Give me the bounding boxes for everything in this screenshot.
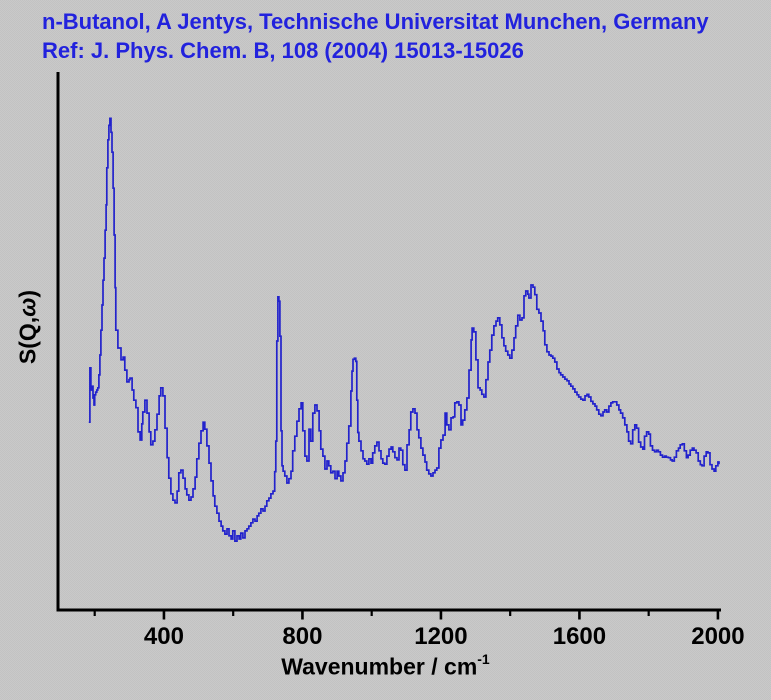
x-axis-label: Wavenumber / cm-1: [0, 651, 771, 681]
x-axis-label-text: Wavenumber / cm: [281, 653, 478, 680]
x-minor-ticks: [93, 610, 650, 616]
y-axis-label-suffix: ): [14, 289, 41, 298]
x-tick-labels: 400 800 1200 1600 2000: [144, 623, 745, 650]
y-axis-label: S(Q,ω): [15, 290, 42, 364]
x-tick-label: 800: [282, 623, 322, 650]
figure-title-line-2: Ref: J. Phys. Chem. B, 108 (2004) 15013-…: [42, 38, 524, 63]
y-axis-label-prefix: S(Q,: [14, 316, 41, 365]
axes: [56, 72, 721, 612]
figure-title: n-Butanol, A Jentys, Technische Universi…: [42, 7, 709, 65]
y-axis-label-omega: ω: [14, 297, 41, 317]
x-axis-label-exponent: -1: [477, 651, 490, 667]
x-tick-label: 1600: [553, 623, 606, 650]
x-tick-label: 1200: [414, 623, 467, 650]
figure-title-line-1: n-Butanol, A Jentys, Technische Universi…: [42, 9, 709, 34]
x-major-ticks: [162, 610, 720, 620]
spectrum-curve: [88, 117, 720, 542]
x-tick-label: 2000: [691, 623, 744, 650]
x-tick-label: 400: [144, 623, 184, 650]
